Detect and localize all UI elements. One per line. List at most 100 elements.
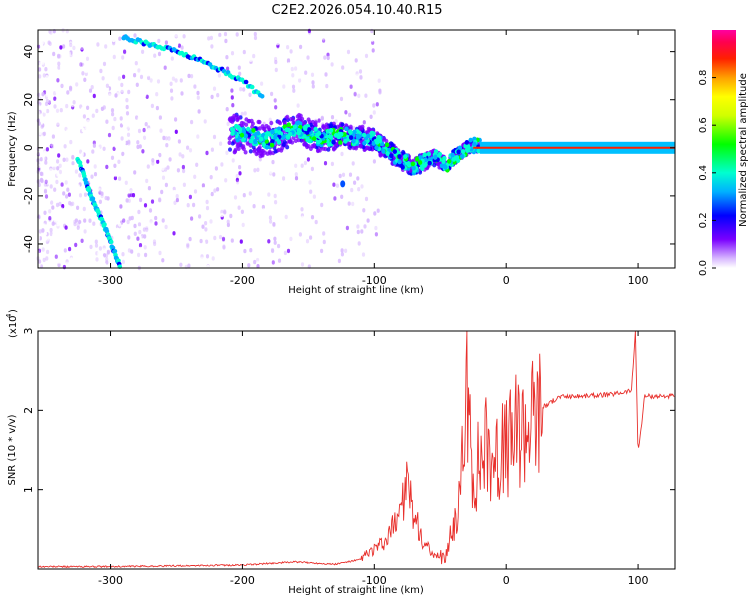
spectrogram-ridge-core — [465, 148, 470, 154]
spectrogram-noise-cell — [174, 78, 178, 83]
spectrogram-noise-cell — [80, 238, 84, 243]
spectrogram-ridge-halo — [351, 145, 356, 151]
spectrogram-noise-cell — [126, 116, 130, 121]
spectrogram-noise-cell — [91, 113, 95, 118]
colorbar-tick-label: 0.4 — [698, 165, 709, 181]
spectrogram-noise-cell — [158, 198, 162, 203]
spectrogram-noise-cell — [223, 209, 227, 214]
spectrogram-noise-cell — [78, 133, 82, 138]
spectrogram-noise-cell — [87, 46, 91, 52]
spectrogram-ridge-halo — [358, 144, 363, 149]
spectrogram-noise-cell — [192, 212, 196, 218]
spectrogram-noise-cell — [95, 158, 99, 163]
spectrogram-ridge-core — [392, 149, 397, 155]
spectrogram-noise-cell — [105, 177, 109, 183]
spectrogram-noise-cell — [69, 42, 73, 48]
spectrogram-ridge-core — [397, 154, 402, 159]
spectrogram-ridge-core — [264, 144, 270, 150]
spectrogram-noise-cell — [67, 176, 71, 181]
spectrogram-noise-cell — [101, 80, 105, 86]
spectrogram-noise-cell — [285, 78, 289, 84]
spectrogram-ridge-core — [265, 131, 271, 137]
spectrogram-noise-cell — [57, 89, 62, 94]
spectrogram-noise-cell — [169, 174, 173, 179]
spectrogram-noise-cell — [112, 146, 116, 151]
spectrogram-noise-cell — [127, 141, 131, 146]
spectrogram-noise-cell — [211, 162, 215, 167]
spectrogram-noise-cell — [69, 139, 73, 145]
spectrogram-noise-cell — [57, 250, 61, 255]
spectrogram-ridge-core — [259, 136, 264, 142]
spectrogram-noise-cell — [292, 88, 296, 93]
spectrogram-noise-cell — [110, 155, 115, 160]
spectrogram-ridge-core — [316, 139, 321, 145]
spectrogram-noise-cell — [333, 156, 338, 161]
spectrogram-noise-cell — [69, 87, 73, 92]
spectrogram-noise-cell — [119, 123, 124, 128]
spectrogram-noise-cell — [216, 57, 220, 62]
spectrogram-noise-cell — [185, 130, 189, 135]
spectrogram-noise-cell — [46, 249, 50, 255]
spectrogram-noise-cell — [94, 243, 99, 248]
spectrogram-noise-cell — [60, 182, 64, 187]
snr-y-axis-label: SNR (10 * v/v) — [7, 414, 18, 485]
spectrogram-noise-cell — [171, 159, 175, 165]
spectrogram-noise-cell — [85, 56, 90, 61]
spectrogram-ridge-core — [450, 152, 455, 158]
spectrogram-noise-cell — [137, 222, 142, 227]
spectrogram-noise-cell — [68, 69, 72, 74]
spectrogram-noise-cell — [144, 73, 148, 78]
spectrogram-ridge-core — [385, 151, 390, 157]
spectrogram-noise-cell — [369, 114, 373, 120]
spectrogram-noise-cell — [174, 117, 178, 122]
spectrogram-noise-cell — [305, 39, 309, 44]
spectrogram-noise-cell — [137, 209, 141, 215]
spectrogram-noise-cell — [133, 28, 137, 34]
spectrogram-noise-cell — [89, 240, 93, 246]
spectrogram-noise-cell — [140, 138, 144, 143]
spectrogram-noise-cell — [147, 75, 151, 81]
spectrogram-noise-cell — [242, 193, 246, 198]
spectrogram-noise-cell — [354, 58, 358, 63]
spectrogram-noise-cell — [238, 165, 242, 170]
spectrogram-noise-cell — [303, 160, 307, 166]
spectrogram-ridge-core — [261, 141, 266, 147]
spectrogram-noise-cell — [157, 51, 162, 57]
spectrogram-noise-cell — [124, 180, 128, 185]
spectrogram-noise-cell — [86, 119, 90, 124]
spectrogram-noise-cell — [220, 212, 224, 218]
spectrogram-ridge-halo — [249, 118, 254, 124]
spectrogram-noise-cell — [225, 150, 229, 155]
spectrogram-noise-cell — [376, 208, 380, 213]
spectrogram-noise-cell — [357, 95, 361, 100]
spectrogram-noise-cell — [354, 244, 358, 249]
spectrogram-noise-cell — [201, 127, 205, 132]
spectrogram-noise-cell — [252, 204, 256, 209]
spectrogram-noise-cell — [305, 42, 309, 47]
spectrogram-noise-cell — [83, 192, 88, 197]
spectrogram-ridge-core — [273, 134, 278, 140]
spectrogram-noise-cell — [279, 89, 283, 94]
spectrogram-noise-cell — [187, 263, 191, 268]
spectrogram-noise-cell — [176, 249, 180, 255]
spectrogram-lower-ridge-cell — [102, 222, 107, 227]
spectrogram-noise-cell — [207, 190, 211, 195]
spectrogram-noise-cell — [78, 92, 82, 97]
spectrogram-ridge-halo — [305, 144, 310, 150]
spectrogram-noise-cell — [38, 163, 42, 169]
spectrogram-noise-cell — [171, 168, 175, 173]
spectrogram-noise-cell — [249, 57, 253, 62]
spectrogram-noise-cell — [63, 144, 67, 149]
spectrogram-noise-cell — [193, 180, 197, 185]
spectrogram-noise-cell — [129, 188, 133, 193]
spectrogram-noise-cell — [187, 170, 191, 175]
spectrogram-y-tick-label: 0 — [22, 144, 35, 151]
spectrogram-noise-cell — [186, 239, 190, 244]
spectrogram-noise-cell — [175, 194, 179, 199]
spectrogram-noise-cell — [374, 225, 378, 231]
spectrogram-noise-cell — [146, 206, 150, 211]
spectrogram-noise-cell — [65, 103, 69, 109]
spectrogram-noise-cell — [133, 33, 137, 38]
spectrogram-ridge-halo — [248, 143, 253, 148]
